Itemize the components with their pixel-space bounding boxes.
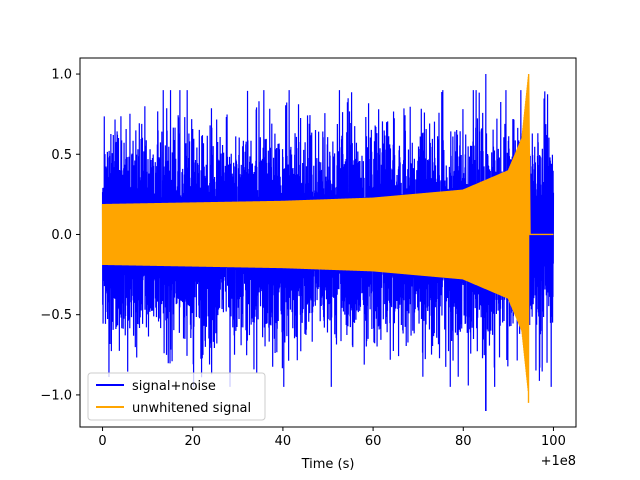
- y-tick-label: 1.0: [51, 68, 72, 83]
- plot-area: [79, 57, 577, 428]
- x-axis: 0 20 40 60 80 100: [98, 427, 566, 449]
- legend-label-unwhitened-signal: unwhitened signal: [132, 401, 251, 416]
- x-tick-label: 100: [541, 434, 566, 449]
- legend: signal+noise unwhitened signal: [87, 372, 266, 421]
- y-axis: −1.0 −0.5 0.0 0.5 1.0: [40, 68, 80, 403]
- x-tick-label: 80: [455, 434, 472, 449]
- x-offset-label: +1e8: [541, 454, 576, 469]
- legend-label-signal-noise: signal+noise: [132, 379, 216, 394]
- legend-box: [87, 372, 266, 421]
- x-tick-label: 60: [365, 434, 382, 449]
- plot-frame: [79, 57, 577, 428]
- x-tick-label: 0: [98, 434, 106, 449]
- series-layer: [101, 74, 555, 411]
- x-axis-label: Time (s): [301, 457, 355, 472]
- y-tick-label: 0.0: [51, 228, 72, 243]
- series-unwhitened-signal: [101, 74, 554, 403]
- x-tick-label: 20: [184, 434, 201, 449]
- y-tick-label: −0.5: [40, 308, 72, 323]
- y-tick-label: −1.0: [40, 388, 72, 403]
- y-tick-label: 0.5: [51, 148, 72, 163]
- x-tick-label: 40: [275, 434, 292, 449]
